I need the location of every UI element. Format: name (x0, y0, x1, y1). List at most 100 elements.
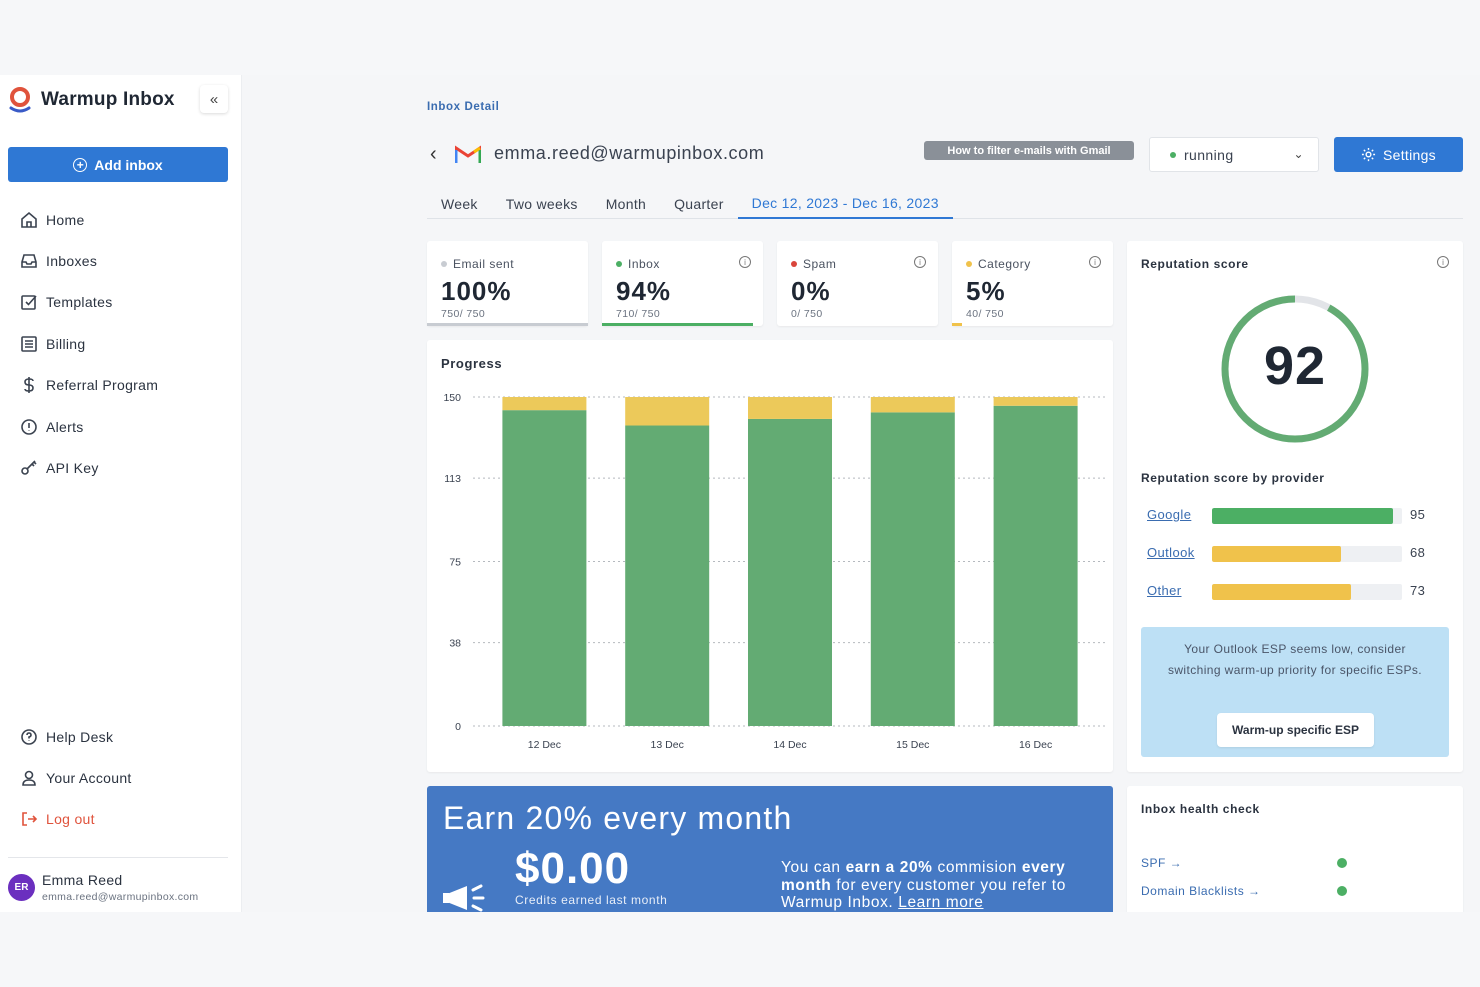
sidebar-item-label: Log out (46, 811, 95, 828)
health-row-spf: SPF → (1141, 854, 1451, 874)
breadcrumb[interactable]: Inbox Detail (427, 101, 500, 113)
chevron-down-icon: ⌄ (1293, 147, 1304, 161)
user-profile[interactable]: ER Emma Reed emma.reed@warmupinbox.com (8, 872, 198, 903)
chart-title: Progress (441, 356, 503, 371)
provider-bar-fill (1212, 546, 1342, 562)
stat-value: 94% (616, 276, 672, 306)
sidebar-item-your-account[interactable]: Your Account (20, 757, 230, 798)
templates-icon (21, 295, 37, 311)
provider-score: 68 (1410, 545, 1426, 560)
learn-more-link[interactable]: Learn more (898, 894, 984, 911)
provider-row-google: Google 95 (1147, 506, 1447, 526)
sidebar-item-referral-program[interactable]: Referral Program (20, 365, 230, 406)
user-email: emma.reed@warmupinbox.com (42, 891, 199, 903)
provider-bar-track (1212, 584, 1402, 600)
stat-count: 750/ 750 (441, 308, 486, 320)
x-tick-label: 13 Dec (651, 739, 684, 751)
collapse-sidebar-button[interactable]: « (200, 85, 228, 113)
tab-week[interactable]: Week (441, 196, 478, 212)
dollar-icon (24, 377, 34, 394)
credits-amount: $0.00 (515, 844, 631, 893)
sidebar-nav: Home Inboxes Templates Billing Referral … (20, 199, 230, 489)
gauge-arc (1221, 295, 1369, 443)
stat-count: 40/ 750 (966, 308, 1004, 320)
health-check-link[interactable]: SPF → (1141, 856, 1183, 870)
esp-hint-box: Your Outlook ESP seems low, consider swi… (1141, 627, 1449, 757)
stat-dot (616, 261, 622, 267)
sidebar-item-label: Referral Program (46, 377, 159, 394)
user-icon (22, 770, 36, 786)
bar-segment (748, 418, 832, 726)
sidebar-item-billing[interactable]: Billing (20, 323, 230, 364)
stat-card-category: Category i 5% 40/ 750 (952, 241, 1113, 326)
gmail-filter-help-button[interactable]: How to filter e-mails with Gmail (924, 141, 1134, 160)
info-icon[interactable]: i (1437, 256, 1449, 268)
sidebar-item-alerts[interactable]: Alerts (20, 406, 230, 447)
warmup-logo-icon (9, 87, 31, 113)
double-chevron-left-icon: « (209, 90, 219, 108)
status-select[interactable]: running ⌄ (1149, 137, 1319, 172)
add-inbox-button[interactable]: + Add inbox (8, 147, 228, 182)
stat-value: 100% (441, 276, 512, 306)
sidebar-item-api-key[interactable]: API Key (20, 447, 230, 488)
health-check-link[interactable]: Domain Blacklists → (1141, 884, 1261, 898)
stat-dot (441, 261, 447, 267)
provider-bar-track (1212, 546, 1402, 562)
stat-card-email-sent: Email sent 100% 750/ 750 (427, 241, 588, 326)
tab-two-weeks[interactable]: Two weeks (505, 196, 578, 212)
inbox-health-card: Inbox health check SPF → Domain Blacklis… (1127, 786, 1463, 912)
bar-segment (870, 412, 955, 726)
sidebar-item-log-out[interactable]: Log out (20, 799, 230, 840)
info-icon[interactable]: i (914, 256, 926, 268)
health-title: Inbox health check (1141, 802, 1260, 816)
provider-link[interactable]: Google (1147, 507, 1192, 522)
gmail-icon (455, 145, 481, 163)
sidebar-item-inboxes[interactable]: Inboxes (20, 240, 230, 281)
stat-value: 5% (966, 276, 1006, 306)
stat-dot (966, 261, 972, 267)
banner-title: Earn 20% every month (443, 800, 793, 836)
help-icon (21, 728, 37, 745)
provider-title: Reputation score by provider (1141, 471, 1325, 485)
plus-circle-icon: + (73, 157, 88, 172)
tab-quarter[interactable]: Quarter (674, 196, 724, 212)
billing-icon (21, 336, 37, 352)
stat-progress-bar (427, 323, 588, 326)
provider-link[interactable]: Other (1147, 583, 1182, 598)
sidebar-item-label: Alerts (46, 418, 84, 435)
sidebar-item-label: Help Desk (46, 728, 114, 745)
sidebar-item-label: Your Account (46, 770, 132, 787)
referral-text-bold: every month (781, 859, 1066, 894)
provider-link[interactable]: Outlook (1147, 545, 1195, 560)
provider-score: 95 (1410, 507, 1426, 522)
bar-segment (625, 425, 710, 726)
referral-text: You can (781, 859, 846, 876)
megaphone-icon (443, 884, 485, 912)
stat-label: Category (978, 257, 1031, 271)
referral-text: commision (932, 859, 1022, 876)
x-tick-label: 12 Dec (528, 739, 561, 751)
gear-icon (1361, 147, 1376, 162)
status-dot (1170, 151, 1176, 158)
sidebar-item-help-desk[interactable]: Help Desk (20, 716, 230, 757)
bar-segment (502, 397, 587, 411)
progress-chart: 0 38 75 113 150 12 Dec 13 Dec 14 Dec 15 Dec 16 De… (443, 392, 1107, 751)
health-check-label: Domain Blacklists (1141, 884, 1245, 898)
bar-segment (748, 397, 832, 419)
date-range-tabs: Week Two weeks Month Quarter Dec 12, 202… (427, 189, 1463, 219)
health-status-dot (1337, 858, 1347, 868)
stat-label: Spam (803, 257, 837, 271)
provider-bar-fill (1212, 584, 1351, 600)
sidebar-item-templates[interactable]: Templates (20, 282, 230, 323)
warm-up-specific-esp-button[interactable]: Warm-up specific ESP (1217, 713, 1374, 747)
sidebar-item-home[interactable]: Home (20, 199, 230, 240)
brand[interactable]: Warmup Inbox (8, 85, 175, 115)
health-status-dot (1337, 886, 1347, 896)
tab-custom-range[interactable]: Dec 12, 2023 - Dec 16, 2023 (737, 189, 953, 219)
info-icon[interactable]: i (739, 256, 751, 268)
info-icon[interactable]: i (1089, 256, 1101, 268)
back-chevron-icon[interactable]: ‹ (430, 143, 437, 165)
settings-button[interactable]: Settings (1334, 137, 1463, 172)
tab-month[interactable]: Month (605, 196, 647, 212)
provider-score: 73 (1410, 583, 1426, 598)
